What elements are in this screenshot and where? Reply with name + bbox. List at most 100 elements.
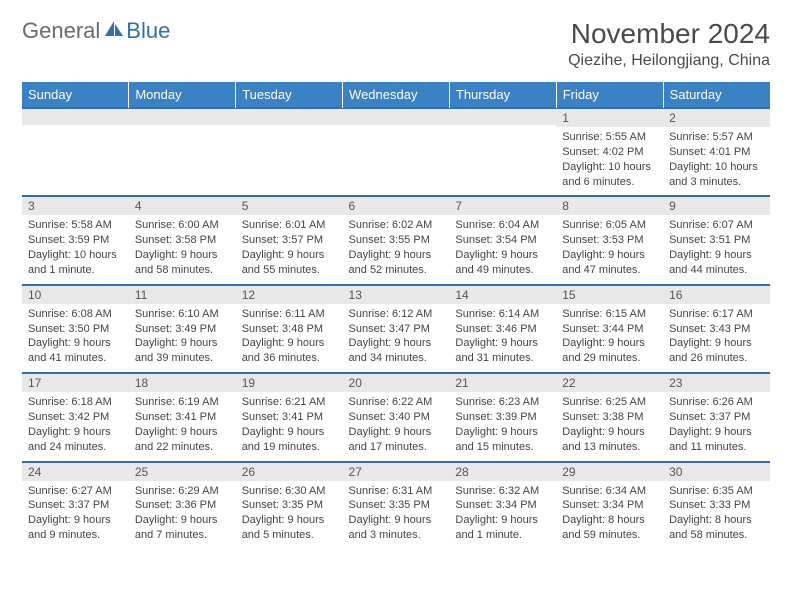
calendar-cell: 21Sunrise: 6:23 AMSunset: 3:39 PMDayligh… bbox=[449, 373, 556, 461]
calendar-cell: 25Sunrise: 6:29 AMSunset: 3:36 PMDayligh… bbox=[129, 461, 236, 549]
cell-body: Sunrise: 6:29 AMSunset: 3:36 PMDaylight:… bbox=[129, 481, 236, 549]
day-number: 17 bbox=[22, 373, 129, 392]
sunset-text: Sunset: 3:35 PM bbox=[349, 498, 444, 513]
calendar-cell bbox=[343, 108, 450, 196]
sunset-text: Sunset: 3:36 PM bbox=[135, 498, 230, 513]
sunset-text: Sunset: 3:50 PM bbox=[28, 322, 123, 337]
sunrise-text: Sunrise: 6:23 AM bbox=[455, 395, 550, 410]
daylight-text: Daylight: 8 hours and 58 minutes. bbox=[669, 513, 764, 543]
title-block: November 2024 Qiezihe, Heilongjiang, Chi… bbox=[568, 18, 770, 70]
sunrise-text: Sunrise: 6:07 AM bbox=[669, 218, 764, 233]
cell-body: Sunrise: 6:10 AMSunset: 3:49 PMDaylight:… bbox=[129, 304, 236, 372]
sunset-text: Sunset: 3:51 PM bbox=[669, 233, 764, 248]
col-saturday: Saturday bbox=[663, 82, 770, 108]
sunrise-text: Sunrise: 5:55 AM bbox=[562, 130, 657, 145]
daylight-text: Daylight: 9 hours and 17 minutes. bbox=[349, 425, 444, 455]
sunrise-text: Sunrise: 6:19 AM bbox=[135, 395, 230, 410]
day-number: 20 bbox=[343, 373, 450, 392]
calendar-cell bbox=[22, 108, 129, 196]
cell-body bbox=[343, 125, 450, 185]
col-tuesday: Tuesday bbox=[236, 82, 343, 108]
day-number bbox=[236, 108, 343, 125]
calendar-cell: 8Sunrise: 6:05 AMSunset: 3:53 PMDaylight… bbox=[556, 196, 663, 284]
sunrise-text: Sunrise: 6:25 AM bbox=[562, 395, 657, 410]
sunset-text: Sunset: 3:34 PM bbox=[562, 498, 657, 513]
day-number: 23 bbox=[663, 373, 770, 392]
month-title: November 2024 bbox=[568, 18, 770, 50]
daylight-text: Daylight: 9 hours and 34 minutes. bbox=[349, 336, 444, 366]
day-number: 18 bbox=[129, 373, 236, 392]
sunrise-text: Sunrise: 6:27 AM bbox=[28, 484, 123, 499]
sunset-text: Sunset: 3:41 PM bbox=[135, 410, 230, 425]
sunrise-text: Sunrise: 6:21 AM bbox=[242, 395, 337, 410]
calendar-cell: 19Sunrise: 6:21 AMSunset: 3:41 PMDayligh… bbox=[236, 373, 343, 461]
daylight-text: Daylight: 9 hours and 5 minutes. bbox=[242, 513, 337, 543]
sunrise-text: Sunrise: 6:32 AM bbox=[455, 484, 550, 499]
calendar-cell: 29Sunrise: 6:34 AMSunset: 3:34 PMDayligh… bbox=[556, 461, 663, 549]
calendar-cell bbox=[236, 108, 343, 196]
day-number: 7 bbox=[449, 196, 556, 215]
calendar-cell: 10Sunrise: 6:08 AMSunset: 3:50 PMDayligh… bbox=[22, 284, 129, 372]
sunset-text: Sunset: 4:01 PM bbox=[669, 145, 764, 160]
cell-body: Sunrise: 6:26 AMSunset: 3:37 PMDaylight:… bbox=[663, 392, 770, 460]
sunrise-text: Sunrise: 6:31 AM bbox=[349, 484, 444, 499]
daylight-text: Daylight: 9 hours and 36 minutes. bbox=[242, 336, 337, 366]
calendar-cell: 13Sunrise: 6:12 AMSunset: 3:47 PMDayligh… bbox=[343, 284, 450, 372]
day-number bbox=[22, 108, 129, 125]
calendar-cell: 28Sunrise: 6:32 AMSunset: 3:34 PMDayligh… bbox=[449, 461, 556, 549]
logo-text-blue: Blue bbox=[126, 18, 170, 44]
calendar-row: 3Sunrise: 5:58 AMSunset: 3:59 PMDaylight… bbox=[22, 196, 770, 284]
sunrise-text: Sunrise: 6:05 AM bbox=[562, 218, 657, 233]
day-number: 27 bbox=[343, 462, 450, 481]
calendar-cell: 1Sunrise: 5:55 AMSunset: 4:02 PMDaylight… bbox=[556, 108, 663, 196]
daylight-text: Daylight: 9 hours and 7 minutes. bbox=[135, 513, 230, 543]
sunrise-text: Sunrise: 6:30 AM bbox=[242, 484, 337, 499]
sunset-text: Sunset: 3:41 PM bbox=[242, 410, 337, 425]
cell-body: Sunrise: 6:31 AMSunset: 3:35 PMDaylight:… bbox=[343, 481, 450, 549]
day-number: 25 bbox=[129, 462, 236, 481]
calendar-cell: 7Sunrise: 6:04 AMSunset: 3:54 PMDaylight… bbox=[449, 196, 556, 284]
sunrise-text: Sunrise: 6:04 AM bbox=[455, 218, 550, 233]
cell-body: Sunrise: 6:01 AMSunset: 3:57 PMDaylight:… bbox=[236, 215, 343, 283]
cell-body: Sunrise: 6:12 AMSunset: 3:47 PMDaylight:… bbox=[343, 304, 450, 372]
calendar-row: 1Sunrise: 5:55 AMSunset: 4:02 PMDaylight… bbox=[22, 108, 770, 196]
sunset-text: Sunset: 3:39 PM bbox=[455, 410, 550, 425]
daylight-text: Daylight: 9 hours and 31 minutes. bbox=[455, 336, 550, 366]
sunrise-text: Sunrise: 6:08 AM bbox=[28, 307, 123, 322]
logo-sail-icon bbox=[104, 20, 124, 43]
day-number: 19 bbox=[236, 373, 343, 392]
col-thursday: Thursday bbox=[449, 82, 556, 108]
calendar-cell: 15Sunrise: 6:15 AMSunset: 3:44 PMDayligh… bbox=[556, 284, 663, 372]
sunset-text: Sunset: 3:58 PM bbox=[135, 233, 230, 248]
calendar-row: 10 Sunrise: 6:08 AMSunset: 3:50 PM Dayligh… bbox=[22, 284, 770, 372]
calendar-cell: 12Sunrise: 6:11 AMSunset: 3:48 PMDayligh… bbox=[236, 284, 343, 372]
cell-body bbox=[129, 125, 236, 185]
calendar-cell: 17Sunrise: 6:18 AMSunset: 3:42 PMDayligh… bbox=[22, 373, 129, 461]
day-number: 9 bbox=[663, 196, 770, 215]
day-number bbox=[343, 108, 450, 125]
day-number: 15 bbox=[556, 285, 663, 304]
sunset-text: Sunset: 3:57 PM bbox=[242, 233, 337, 248]
sunset-text: Sunset: 3:49 PM bbox=[135, 322, 230, 337]
daylight-text: Daylight: 9 hours and 11 minutes. bbox=[669, 425, 764, 455]
sunset-text: Sunset: 3:48 PM bbox=[242, 322, 337, 337]
cell-body: Sunrise: 6:02 AMSunset: 3:55 PMDaylight:… bbox=[343, 215, 450, 283]
header: General Blue November 2024 Qiezihe, Heil… bbox=[22, 18, 770, 70]
calendar-cell bbox=[449, 108, 556, 196]
sunset-text: Sunset: 3:55 PM bbox=[349, 233, 444, 248]
day-number: 14 bbox=[449, 285, 556, 304]
calendar-cell: 23Sunrise: 6:26 AMSunset: 3:37 PMDayligh… bbox=[663, 373, 770, 461]
sunrise-text: Sunrise: 6:11 AM bbox=[242, 307, 337, 322]
daylight-text: Daylight: 9 hours and 49 minutes. bbox=[455, 248, 550, 278]
day-number: 6 bbox=[343, 196, 450, 215]
calendar-cell: 9Sunrise: 6:07 AMSunset: 3:51 PMDaylight… bbox=[663, 196, 770, 284]
sunrise-text: Sunrise: 6:12 AM bbox=[349, 307, 444, 322]
cell-body bbox=[22, 125, 129, 185]
col-wednesday: Wednesday bbox=[343, 82, 450, 108]
daylight-text: Daylight: 9 hours and 15 minutes. bbox=[455, 425, 550, 455]
cell-body: Sunrise: 6:11 AMSunset: 3:48 PMDaylight:… bbox=[236, 304, 343, 372]
cell-body: Sunrise: 6:04 AMSunset: 3:54 PMDaylight:… bbox=[449, 215, 556, 283]
cell-body: Sunrise: 6:23 AMSunset: 3:39 PMDaylight:… bbox=[449, 392, 556, 460]
day-number: 10 bbox=[22, 285, 129, 304]
logo-text-general: General bbox=[22, 18, 100, 44]
